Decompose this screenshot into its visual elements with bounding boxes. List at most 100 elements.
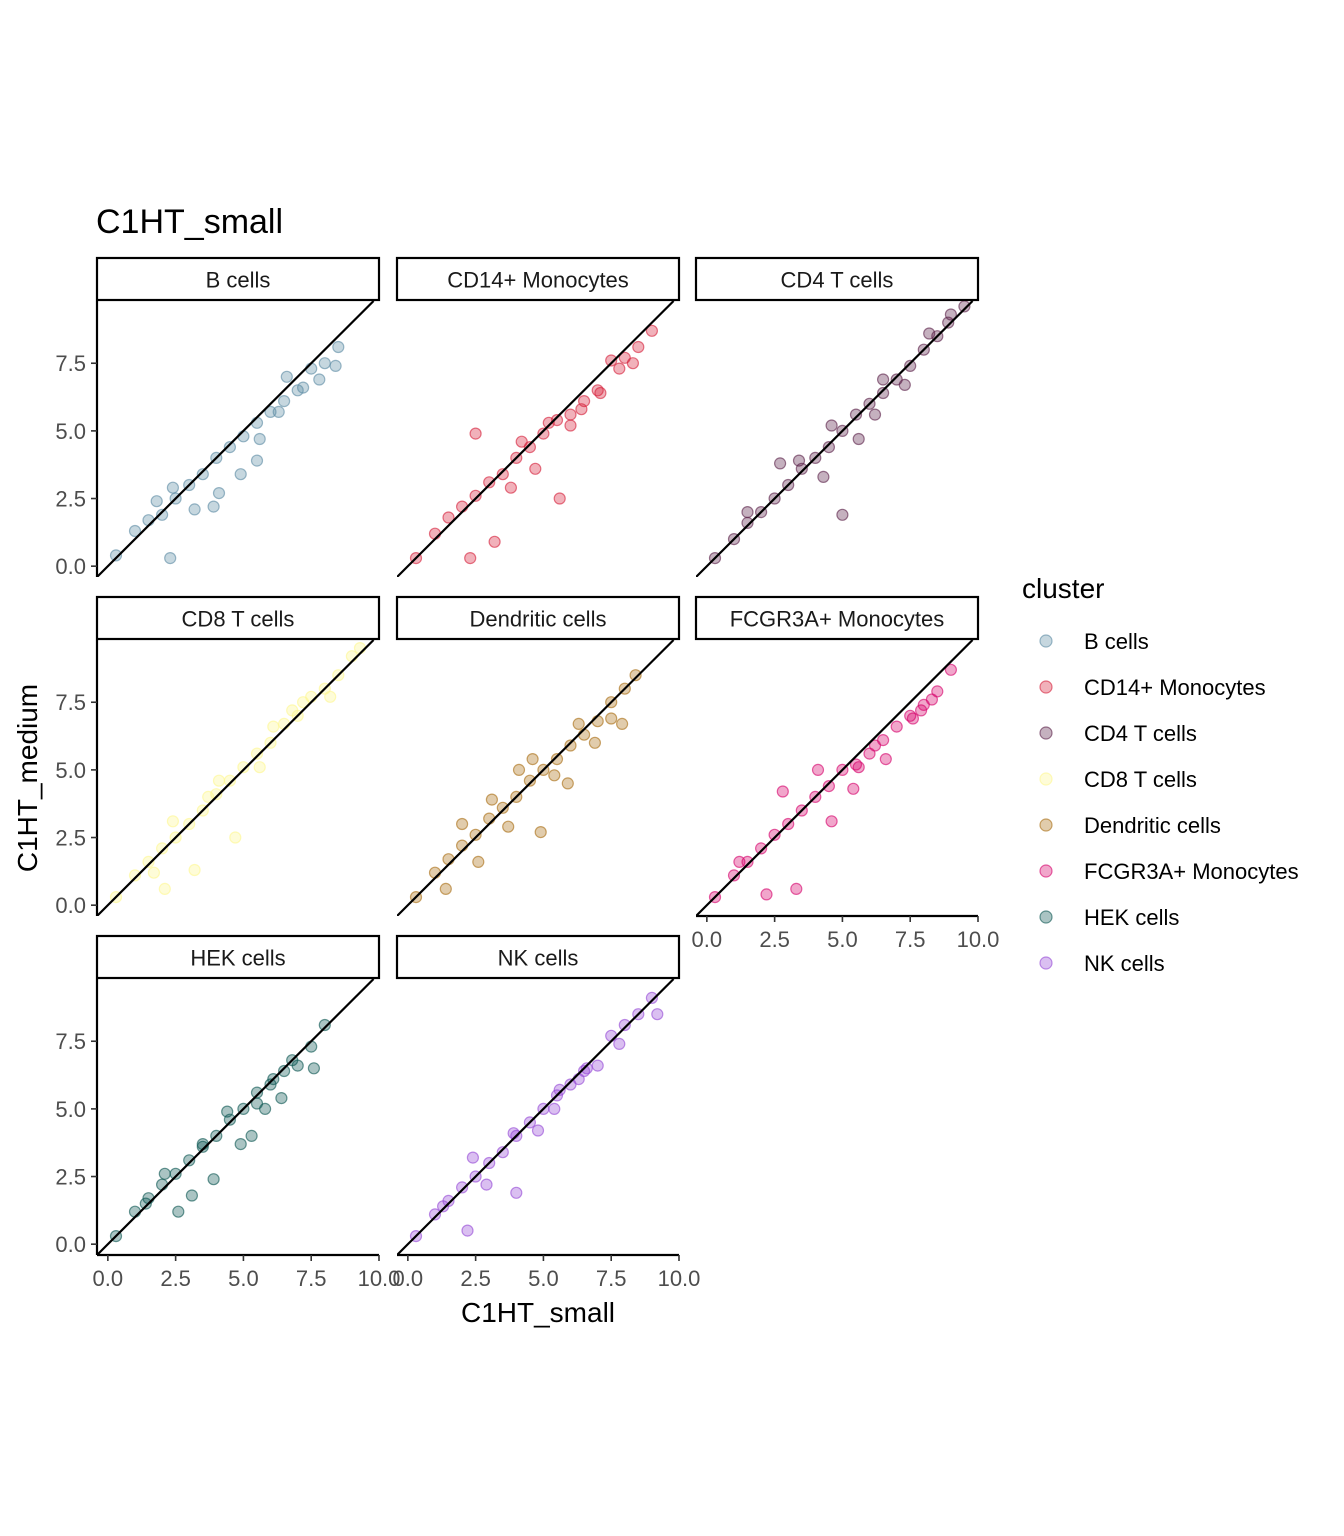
data-point	[531, 1124, 545, 1137]
data-point	[456, 1181, 469, 1194]
data-point	[645, 991, 659, 1005]
y-tick-label: 2.5	[55, 487, 86, 512]
y-axis-label: C1HT_medium	[12, 684, 43, 872]
strip-b-cells	[95, 256, 381, 302]
data-point	[651, 1008, 664, 1021]
data-point	[923, 327, 936, 340]
data-point	[212, 487, 226, 500]
data-point	[272, 405, 285, 418]
data-point	[553, 1083, 566, 1097]
y-tick-label: 5.0	[55, 758, 86, 783]
identity-line	[397, 301, 675, 577]
strip-label-cd4-t-cells: CD4 T cells	[781, 268, 894, 293]
data-point	[849, 408, 863, 421]
panel-hek-cells: HEK cells 0.0 2.5 5.0 7.5 0.0 2.5 5.0 7.5 10.0	[55, 934, 401, 1291]
legend-label: Dendritic cells	[1084, 813, 1221, 838]
data-point	[156, 842, 169, 855]
data-point	[822, 441, 836, 454]
data-point	[466, 1151, 479, 1164]
data-point	[572, 717, 585, 731]
data-point	[183, 1154, 196, 1167]
data-point	[469, 489, 482, 502]
data-point	[158, 882, 171, 896]
data-point	[196, 468, 209, 481]
data-point	[852, 432, 865, 446]
data-point	[202, 790, 215, 804]
data-point	[588, 736, 602, 749]
data-point	[164, 551, 177, 565]
legend-swatch	[1039, 680, 1053, 694]
data-point	[485, 793, 498, 806]
points-fcgr3a-monocytes	[708, 663, 958, 904]
data-point	[139, 1197, 152, 1210]
y-tick-label: 2.5	[55, 1165, 86, 1190]
data-point	[768, 828, 781, 841]
legend-title: cluster	[1022, 573, 1104, 604]
points-b-cells	[109, 340, 345, 565]
data-point	[221, 1105, 234, 1118]
data-point	[817, 470, 830, 483]
data-point	[496, 801, 509, 814]
data-point	[166, 815, 179, 828]
data-point	[142, 514, 155, 527]
panel-cd8-t-cells: CD8 T cells 0.0 2.5 5.0 7.5	[55, 595, 381, 918]
data-point	[353, 641, 367, 655]
x-tick-label: 10.0	[957, 927, 1000, 952]
data-point	[313, 373, 326, 386]
data-point	[868, 408, 882, 421]
legend-label: B cells	[1084, 629, 1149, 654]
data-point	[461, 1224, 474, 1237]
data-point	[548, 1102, 561, 1116]
data-point	[480, 1178, 493, 1191]
data-point	[250, 1097, 264, 1110]
data-point	[852, 761, 865, 774]
identity-line	[696, 301, 974, 577]
y-tick-label: 7.5	[55, 1029, 86, 1054]
identity-line	[97, 301, 375, 577]
data-point	[439, 882, 452, 896]
data-point	[510, 1186, 523, 1199]
data-point	[591, 1059, 604, 1072]
data-point	[472, 855, 485, 869]
data-point	[580, 1062, 593, 1075]
data-point	[512, 763, 526, 777]
data-point	[613, 362, 626, 375]
strip-label-cd8-t-cells: CD8 T cells	[182, 607, 295, 632]
data-point	[442, 853, 455, 866]
legend-swatch	[1039, 818, 1053, 832]
data-point	[267, 720, 280, 733]
legend-swatch	[1039, 634, 1053, 648]
strip-nk-cells	[395, 934, 681, 980]
data-point	[166, 481, 179, 494]
x-tick-label: 5.0	[528, 1266, 559, 1291]
panel-dendritic-cells: Dendritic cells	[395, 595, 681, 916]
strip-hek-cells	[95, 934, 381, 980]
data-point	[550, 752, 564, 766]
x-tick-label: 2.5	[160, 1266, 191, 1291]
x-tick-label: 10.0	[358, 1266, 401, 1291]
data-point	[754, 842, 768, 855]
identity-line	[397, 640, 675, 916]
data-point	[825, 815, 838, 828]
data-point	[825, 419, 838, 432]
data-point	[253, 432, 266, 446]
strip-fcgr3a-monocytes	[694, 595, 980, 641]
data-point	[733, 855, 746, 869]
data-point	[223, 441, 236, 454]
panel-cd14-monocytes: CD14+ Monocytes	[395, 256, 681, 577]
y-tick-label: 0.0	[55, 554, 86, 579]
data-point	[564, 419, 577, 432]
data-point	[253, 761, 266, 774]
legend-item-dendritic-cells: Dendritic cells	[1039, 813, 1221, 838]
data-point	[529, 462, 542, 475]
data-point	[890, 720, 903, 733]
data-point	[615, 717, 629, 731]
data-point	[307, 1062, 320, 1075]
strip-label-nk-cells: NK cells	[498, 946, 579, 971]
data-point	[594, 386, 607, 400]
data-point	[526, 752, 539, 766]
legend-label: HEK cells	[1084, 905, 1179, 930]
data-point	[196, 1140, 209, 1153]
y-tick-label: 0.0	[55, 1232, 86, 1257]
data-point	[548, 769, 561, 782]
